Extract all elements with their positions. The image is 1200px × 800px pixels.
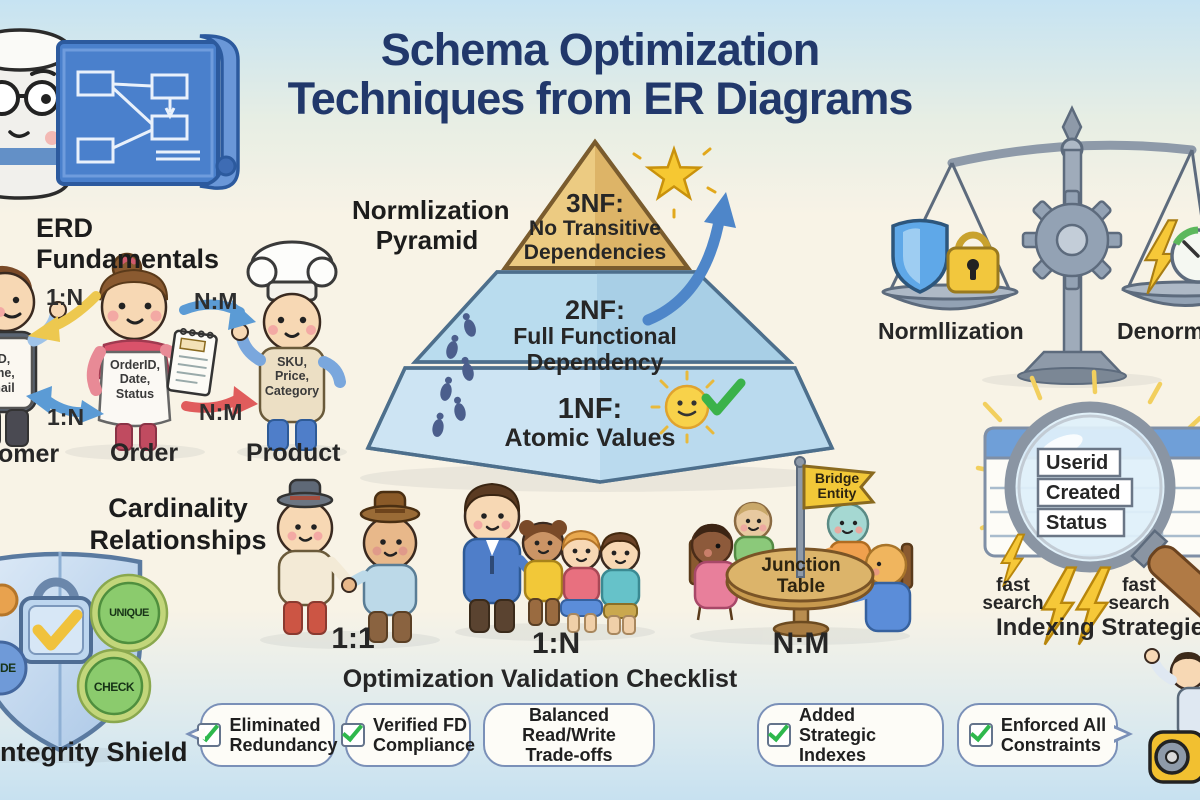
checkbox-checked-icon (767, 723, 791, 747)
cardinality-heading: Cardinality Relationships (89, 493, 267, 556)
checklist-item-verified-fd: Verified FD Compliance (340, 703, 475, 767)
integrity-shield (0, 551, 169, 753)
check-badge (76, 648, 152, 724)
bridge-entity-label: Bridge Entity (814, 470, 860, 501)
bridge-entity-flag (802, 464, 877, 510)
title-line-1: Schema Optimization (380, 24, 821, 75)
pyramid-heading: Normlization Pyramid (352, 195, 510, 255)
title-line-2: Techniques from ER Diagrams (287, 72, 914, 124)
checklist-heading: Optimization Validation Checklist (342, 665, 738, 693)
indexing-illustration (975, 369, 1200, 646)
many-to-many-table (688, 456, 914, 638)
fast-search-left: fast search (982, 575, 1044, 615)
label-n-m: N:M (772, 627, 830, 660)
index-row-created: Created (1046, 482, 1121, 504)
arrow-label-nm-top: N:M (194, 288, 238, 314)
product-attributes: SKU, Price, Category (264, 355, 320, 398)
check-badge-label: CHECK (93, 680, 135, 694)
checklist-item-balanced-tradeoffs: Balanced Read/Write Trade-offs (483, 703, 655, 767)
erd-fundamentals-heading: ERD Fundamentals (36, 213, 220, 274)
upward-arrow-icon (642, 192, 736, 326)
checkbox-checked-icon (968, 723, 993, 747)
normalization-pyramid (365, 138, 835, 484)
checklist-item-eliminated-redundancy: Eliminated Redundancy (185, 703, 338, 767)
gauge-icon (1170, 226, 1200, 284)
magnifier-icon (1004, 401, 1200, 622)
arrow-label-1n-top: 1:N (46, 284, 84, 310)
check-icon (701, 378, 746, 416)
junction-table-label: Junction Table (761, 555, 841, 597)
pyramid-level-1nf: 1NF: Atomic Values (504, 393, 676, 453)
denormalization-label: Denorma (1117, 318, 1200, 344)
customer-label: omer (0, 440, 60, 468)
arrow-label-nm-bottom: N:M (199, 399, 243, 425)
pyramid-level-2nf: 2NF: Full Functional Dependency (513, 295, 677, 376)
pyramid-level-3nf: 3NF: No Transitive Dependencies (523, 188, 667, 264)
unique-badge (89, 573, 169, 653)
shield-icon (891, 218, 949, 294)
badge-partial-blue (0, 640, 28, 696)
lock-icon (946, 231, 1000, 294)
arrow-label-1n-bottom: 1:N (47, 404, 85, 430)
balance-scale (881, 105, 1200, 385)
product-label: Product (246, 439, 341, 467)
er-diagram-sketch (76, 70, 200, 164)
checkbox-checked-icon (197, 723, 222, 747)
normalization-label: Normllization (878, 318, 1024, 344)
badge-partial-orange (0, 583, 19, 617)
star-icon (632, 145, 717, 219)
measuring-tape-mascot (1144, 648, 1200, 784)
index-row-userid: Userid (1046, 452, 1109, 474)
database-mascot (0, 28, 72, 200)
indexing-strategies-heading: Indexing Strategies (996, 614, 1200, 641)
customer-attributes: D, me, nail (0, 352, 15, 395)
label-1-n: 1:N (531, 627, 581, 660)
one-to-many-family (462, 482, 641, 635)
index-row-status: Status (1046, 512, 1108, 534)
page-title: Schema Optimization Techniques from ER D… (170, 24, 1030, 124)
partial-badge-label: DE (0, 661, 16, 675)
order-label: Order (110, 439, 179, 467)
one-to-one-couple (276, 478, 421, 643)
order-attributes: OrderID, Date, Status (109, 358, 160, 401)
integrity-shield-heading: ntegrity Shield (0, 737, 188, 767)
checklist-item-strategic-indexes: Added Strategic Indexes (757, 703, 944, 767)
checkbox-checked-icon (340, 723, 365, 747)
erd-arrows (26, 291, 258, 424)
checklist-item-enforced-constraints: Enforced All Constraints (957, 703, 1133, 767)
check-icon (32, 609, 83, 651)
unique-badge-label: UNIQUE (109, 607, 149, 619)
fast-search-right: fast search (1108, 575, 1170, 615)
order-character (86, 252, 218, 451)
gear-icon (1021, 189, 1123, 291)
glasses-icon (0, 69, 60, 116)
blueprint-scroll (56, 34, 240, 190)
notepad-icon (166, 327, 218, 397)
label-1-1: 1:1 (331, 622, 375, 655)
lock-icon (19, 577, 93, 664)
